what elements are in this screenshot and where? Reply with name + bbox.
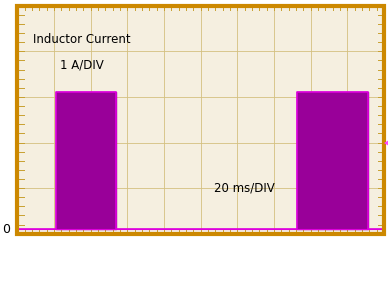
Text: Inductor Current: Inductor Current [33,33,130,46]
Text: 20 ms/DIV: 20 ms/DIV [215,182,275,195]
Text: 1 A/DIV: 1 A/DIV [60,58,104,72]
Text: 0: 0 [2,223,10,236]
